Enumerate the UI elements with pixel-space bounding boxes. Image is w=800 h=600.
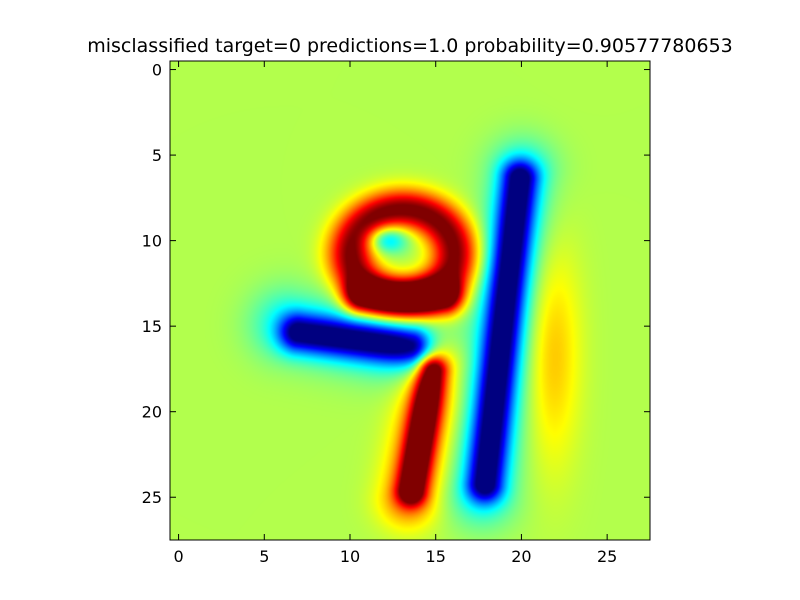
axis-ticks: 0 5 10 15 20 25 0 5 10 15 20 25 [142,61,650,566]
y-tick-label: 0 [152,61,162,80]
heatmap-image [170,61,650,540]
chart-title: misclassified target=0 predictions=1.0 p… [87,35,733,57]
axes-frame [169,60,651,541]
x-tick-label: 5 [259,547,269,566]
x-tick-label: 20 [511,547,531,566]
x-tick-label: 25 [597,547,617,566]
y-tick-label: 10 [142,232,162,251]
y-tick-label: 5 [152,146,162,165]
x-tick-label: 15 [426,547,446,566]
heatmap-raster [170,61,650,540]
x-tick-label: 0 [173,547,183,566]
y-tick-label: 15 [142,317,162,336]
y-tick-label: 25 [142,488,162,507]
x-tick-label: 10 [340,547,360,566]
y-tick-label: 20 [142,403,162,422]
